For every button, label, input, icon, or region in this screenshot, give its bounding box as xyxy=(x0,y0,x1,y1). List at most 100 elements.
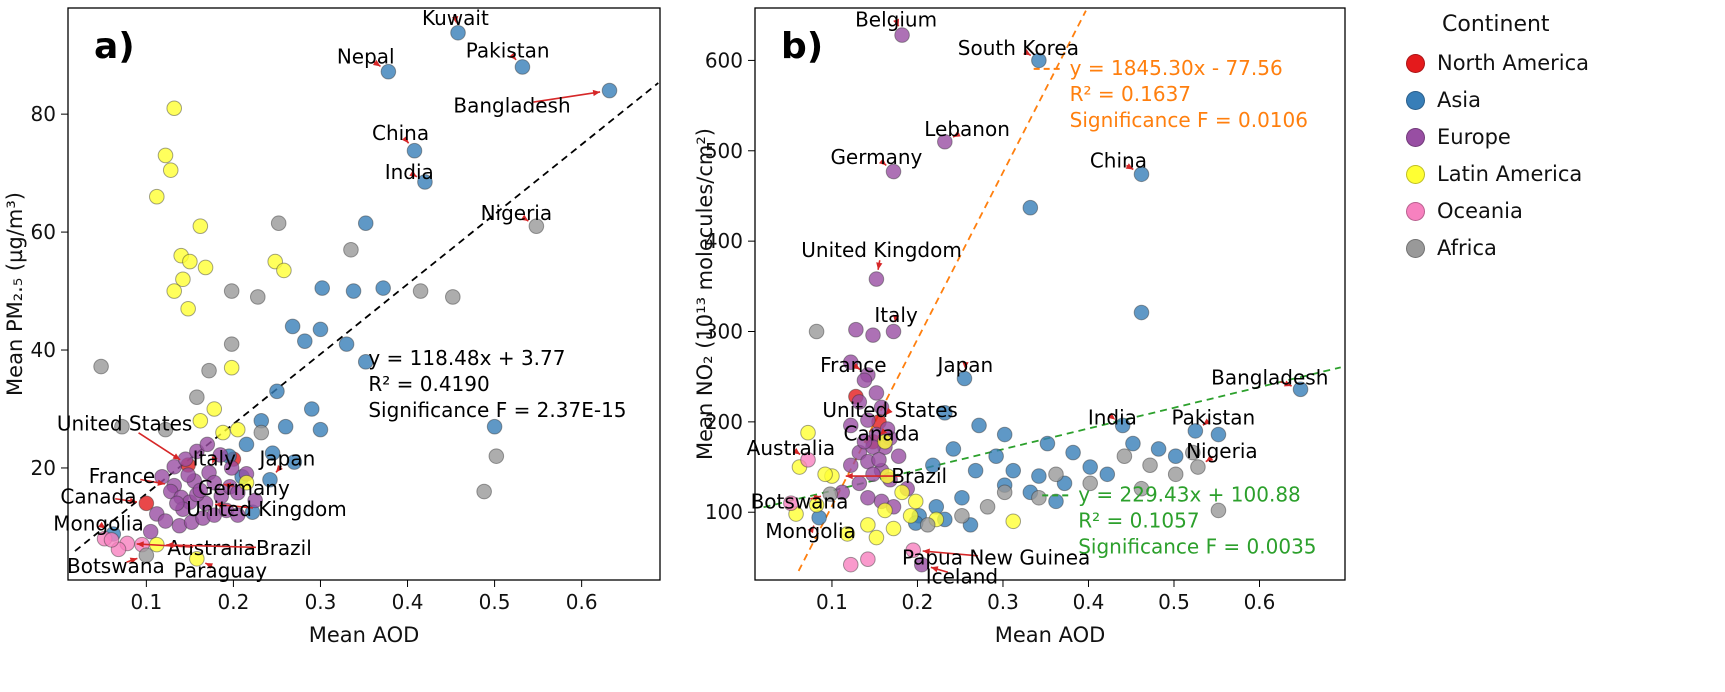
regression-stats-text: Significance F = 2.37E-15 xyxy=(368,398,626,422)
annotation-arrowhead xyxy=(892,314,900,323)
point-europe xyxy=(856,372,873,389)
point-asia xyxy=(1031,52,1047,69)
point-latin-america xyxy=(894,484,910,501)
point-latin-america xyxy=(839,526,856,542)
y-tick-label: 200 xyxy=(705,410,743,434)
point-latin-america xyxy=(885,520,902,537)
annotation-arrowhead xyxy=(157,479,165,486)
legend-label: Oceania xyxy=(1437,199,1523,223)
x-axis-label: Mean AOD xyxy=(309,623,420,647)
legend-marker-icon xyxy=(1406,238,1425,258)
point-europe xyxy=(860,412,876,428)
point-asia xyxy=(1150,441,1167,457)
point-asia xyxy=(417,174,433,190)
regression-stats-text: R² = 0.4190 xyxy=(368,372,489,396)
annotation-canada: Canada xyxy=(60,484,136,508)
annotation-arrowhead xyxy=(520,214,529,222)
point-latin-america xyxy=(1005,513,1022,530)
annotation-arrowhead xyxy=(962,361,969,370)
annotation-australia: Australia xyxy=(167,536,255,560)
point-africa xyxy=(476,483,492,500)
annotation-australia: Australia xyxy=(747,436,835,460)
x-tick-label: 0.6 xyxy=(566,590,598,614)
point-asia xyxy=(1099,466,1116,483)
point-africa xyxy=(996,484,1013,501)
annotation-lebanon: Lebanon xyxy=(924,117,1010,141)
point-asia xyxy=(312,421,329,438)
annotation-japan: Japan xyxy=(257,447,315,471)
point-latin-america xyxy=(197,259,214,276)
point-north-america xyxy=(138,495,155,512)
point-latin-america xyxy=(817,466,833,483)
point-asia xyxy=(967,462,984,479)
annotation-arrowhead xyxy=(953,130,961,138)
annotation-south-korea: South Korea xyxy=(958,36,1079,60)
point-africa xyxy=(249,289,266,305)
panel-b-scatter: 0.1 0.2 0.3 0.4 0.5 0.6 100 200 300 400 500 600 Mean… xyxy=(690,0,1390,692)
legend-label: Africa xyxy=(1437,236,1497,260)
legend-label: Latin America xyxy=(1437,162,1583,186)
annotation-arrowhead xyxy=(852,362,861,370)
panel-letter-a: a) xyxy=(94,26,135,67)
legend-label: Asia xyxy=(1437,88,1482,112)
regression-stats-text: y = 1845.30x - 77.56 xyxy=(1070,56,1283,80)
annotation-pakistan: Pakistan xyxy=(1171,405,1255,429)
point-africa xyxy=(1082,475,1098,492)
point-asia xyxy=(1210,426,1227,443)
legend-marker-icon xyxy=(1406,53,1425,73)
point-europe xyxy=(229,484,246,501)
point-asia xyxy=(1039,435,1056,452)
annotation-arrowhead xyxy=(372,59,381,67)
point-asia xyxy=(238,436,255,453)
annotation-arrowhead xyxy=(792,447,801,455)
point-africa xyxy=(114,418,130,435)
point-latin-america xyxy=(860,517,876,533)
annotation-arrowhead xyxy=(893,18,900,27)
y-tick-label: 40 xyxy=(31,338,56,362)
x-tick-label: 0.6 xyxy=(1244,590,1276,614)
annotation-arrow xyxy=(138,432,181,461)
point-africa xyxy=(1116,448,1133,465)
annotation-arrowhead xyxy=(1023,49,1031,56)
annotation-arrowhead xyxy=(1205,455,1214,462)
annotation-arrowhead xyxy=(930,566,939,573)
continent-legend: Continent North America Asia Europe Latin A… xyxy=(1398,6,1718,273)
regression-stats-text: y = 229.43x + 100.88 xyxy=(1078,482,1301,506)
y-tick-label: 80 xyxy=(31,102,56,126)
point-europe xyxy=(851,475,868,492)
point-asia xyxy=(1048,493,1064,510)
point-asia xyxy=(264,445,281,462)
annotation-france: France xyxy=(820,353,887,377)
point-europe xyxy=(169,495,185,512)
x-tick-label: 0.5 xyxy=(479,590,511,614)
point-europe xyxy=(157,513,174,529)
point-europe xyxy=(247,492,263,509)
point-europe xyxy=(192,482,209,499)
annotation-arrowhead xyxy=(922,548,930,555)
annotation-arrowhead xyxy=(223,482,232,489)
x-tick-label: 0.4 xyxy=(1073,590,1105,614)
legend-marker-icon xyxy=(1406,127,1425,147)
annotation-france: France xyxy=(89,464,156,488)
y-tick-label: 300 xyxy=(705,320,743,344)
point-asia xyxy=(406,142,423,159)
point-asia xyxy=(312,321,329,338)
annotation-arrowhead xyxy=(452,15,459,24)
point-europe xyxy=(873,399,890,416)
point-africa xyxy=(822,486,839,502)
point-africa xyxy=(808,323,825,340)
point-asia xyxy=(269,383,285,400)
annotation-arrowhead xyxy=(98,521,106,529)
point-asia xyxy=(284,318,301,335)
point-europe xyxy=(885,163,902,180)
point-asia xyxy=(345,283,362,299)
annotation-arrow xyxy=(878,434,881,438)
annotation-arrowhead xyxy=(876,262,883,270)
point-asia xyxy=(1065,444,1081,461)
annotation-arrowhead xyxy=(885,407,893,415)
point-africa xyxy=(157,421,174,438)
annotation-italy: Italy xyxy=(193,447,237,471)
annotation-arrowhead xyxy=(1107,412,1116,420)
point-asia xyxy=(277,418,294,435)
point-latin-america xyxy=(166,100,183,117)
